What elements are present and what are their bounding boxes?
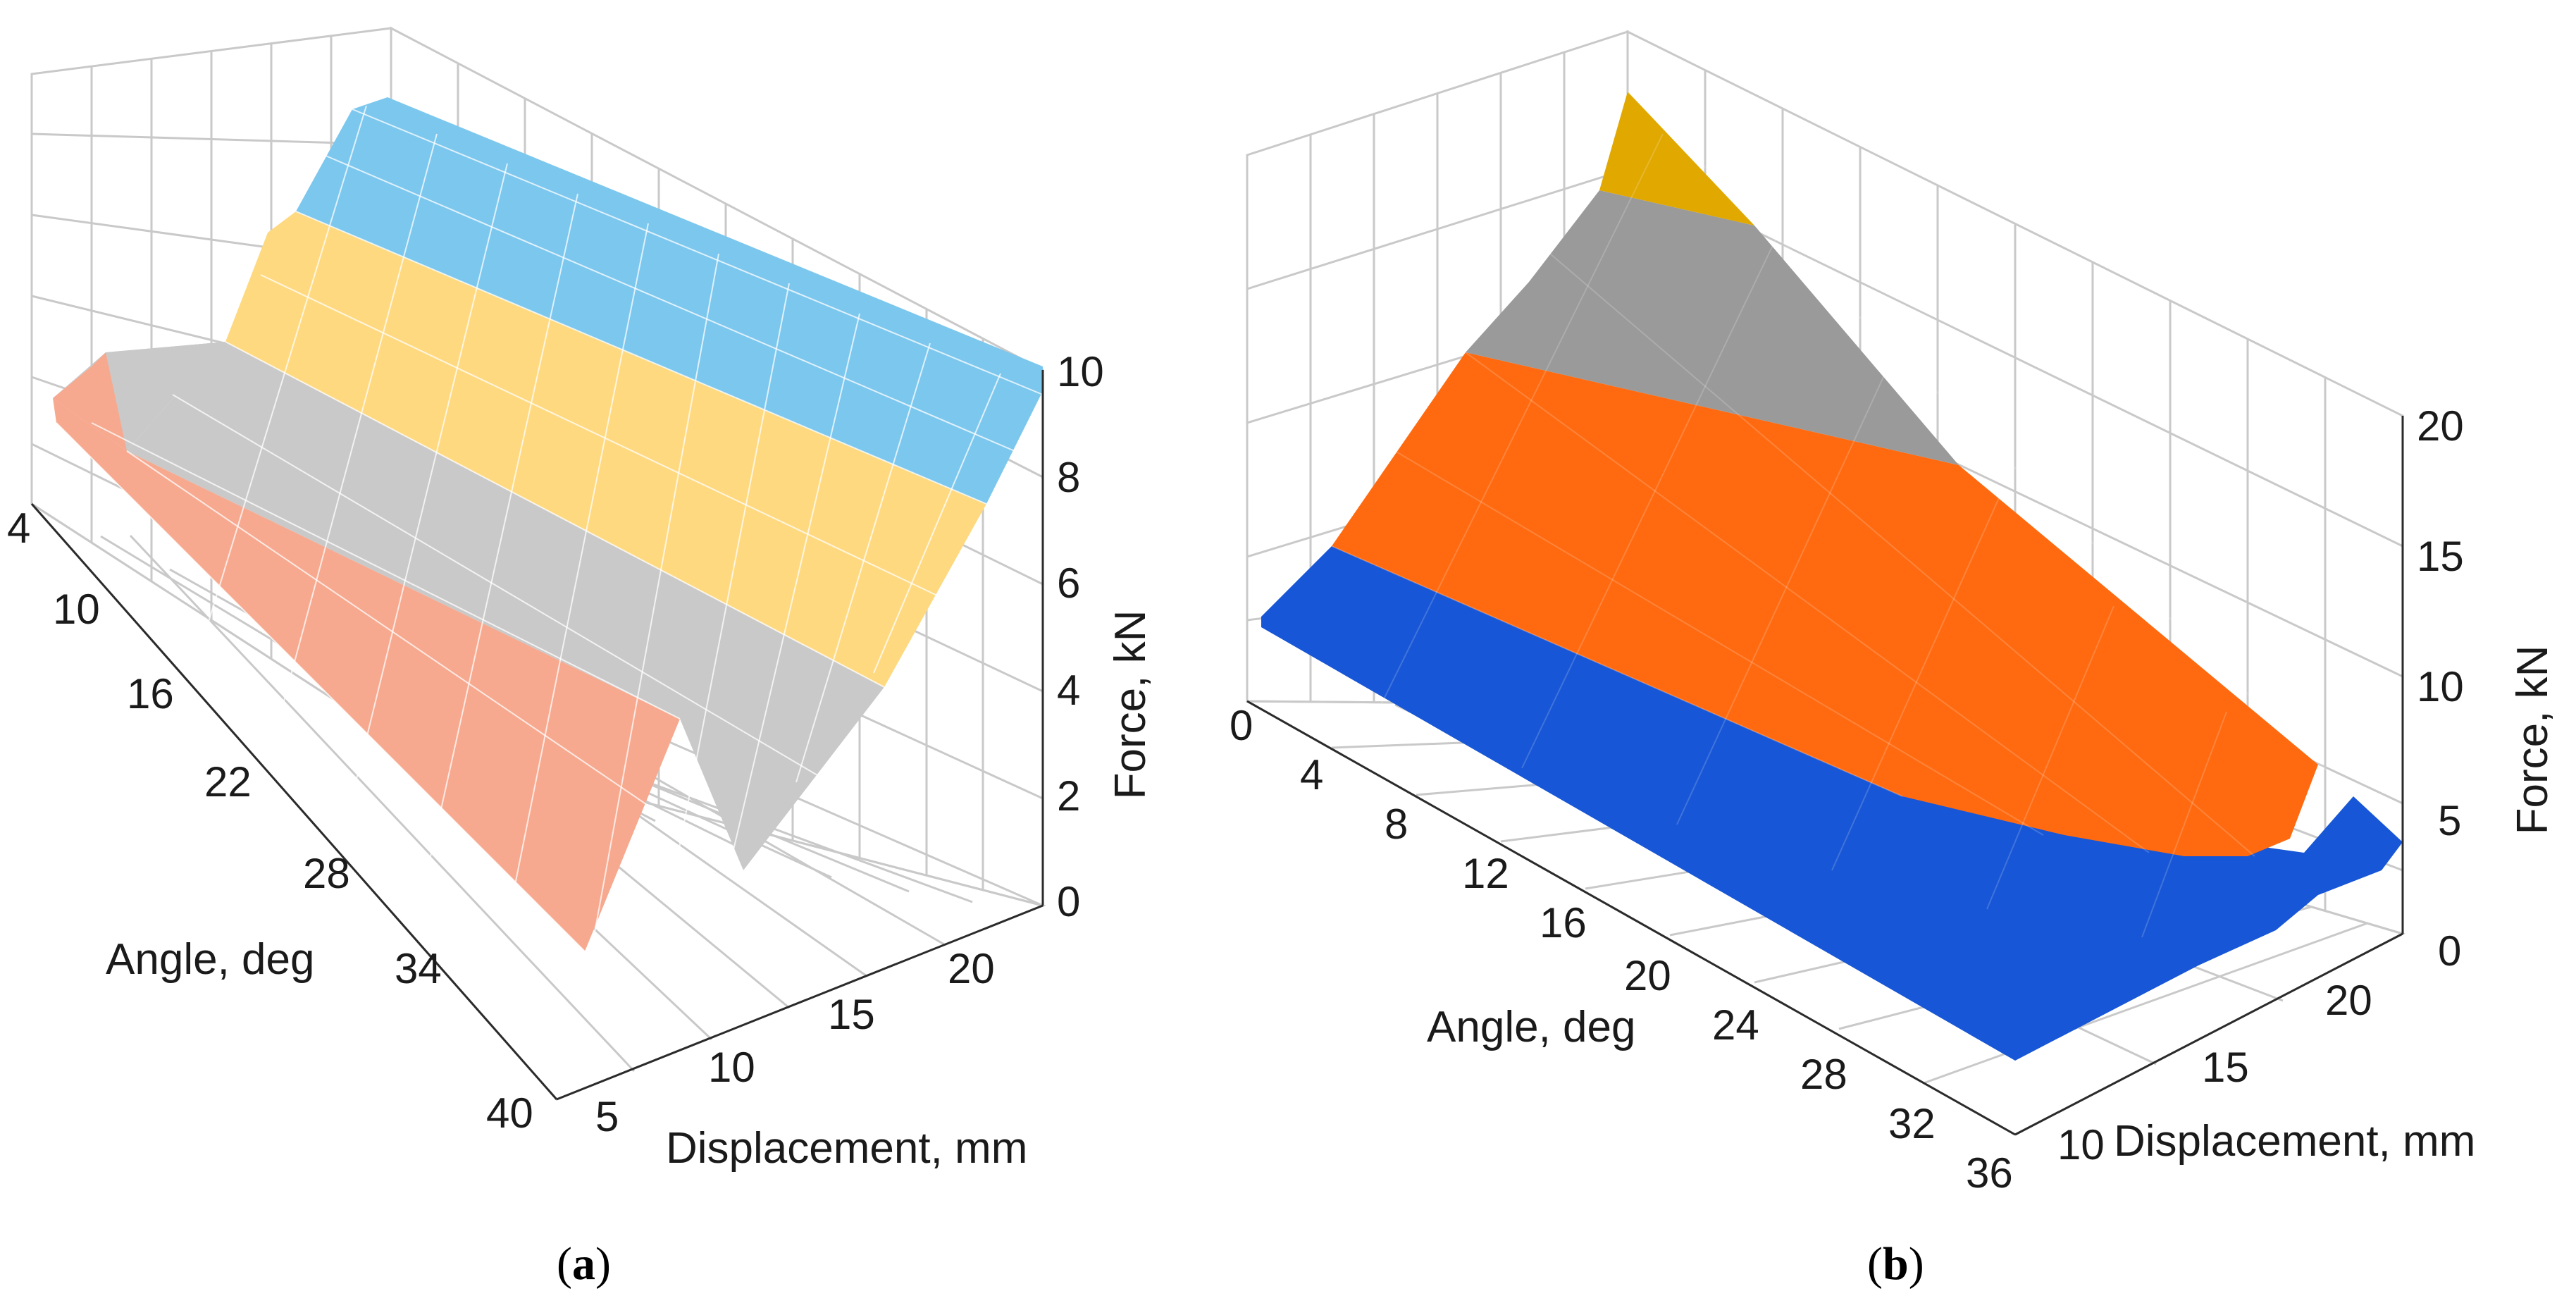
panel-a-z-tick: 4 xyxy=(1057,667,1080,714)
panel-b-z-tick: 20 xyxy=(2417,402,2464,450)
panel-a-x-tick: 16 xyxy=(127,670,174,717)
panel-b-z-tick: 5 xyxy=(2438,797,2461,844)
panel-a-x-tick: 28 xyxy=(303,850,350,897)
panel-b-x-tick: 20 xyxy=(1624,952,1671,999)
panel-a-band-yellow xyxy=(225,211,986,687)
panel-a: 10 8 6 4 2 0 Force, kN 4 10 16 22 28 34 … xyxy=(7,26,1155,1290)
panel-b-z-tick: 0 xyxy=(2438,927,2461,975)
panel-b-z-tick: 10 xyxy=(2417,663,2464,710)
panel-b-x-tick: 0 xyxy=(1230,702,1253,749)
panel-b-x-tick: 12 xyxy=(1462,850,1509,897)
panel-b-x-tick: 16 xyxy=(1540,899,1587,946)
panel-b-band-blue xyxy=(1261,546,2403,1061)
panel-b-z-tick: 15 xyxy=(2417,533,2464,580)
panel-b-band-orange xyxy=(1332,352,2318,856)
panel-a-x-tick: 4 xyxy=(7,505,30,552)
panel-b: 20 15 10 5 0 Force, kN 0 4 8 12 16 20 24… xyxy=(1230,30,2557,1290)
panel-a-z-tick: 2 xyxy=(1057,772,1080,820)
panel-a-z-tick: 6 xyxy=(1057,560,1080,607)
panel-b-mesh xyxy=(1331,91,2354,938)
panel-b-x-tick: 32 xyxy=(1888,1100,1936,1147)
panel-b-y-tick: 10 xyxy=(2057,1121,2105,1168)
panel-b-band-gray xyxy=(1466,190,1959,465)
panel-a-x-tick: 10 xyxy=(53,586,100,633)
panel-b-band-gold xyxy=(1599,92,1754,226)
panel-b-x-tick: 28 xyxy=(1800,1051,1847,1098)
panel-a-x-tick: 40 xyxy=(486,1089,533,1137)
panel-a-caption: (a) xyxy=(557,1238,611,1290)
panel-b-x-tick: 24 xyxy=(1712,1001,1759,1049)
panel-a-z-tick: 8 xyxy=(1057,454,1080,501)
panel-a-y-tick: 10 xyxy=(708,1044,755,1091)
panel-b-x-label: Angle, deg xyxy=(1427,1003,1635,1051)
panel-b-z-label: Force, kN xyxy=(2508,646,2557,835)
panel-a-y-tick: 15 xyxy=(828,991,875,1038)
panel-b-caption: (b) xyxy=(1867,1238,1924,1290)
panel-a-angle-axis-line xyxy=(30,503,558,1100)
panel-b-y-label: Displacement, mm xyxy=(2114,1117,2475,1166)
panel-b-angle-axis-line xyxy=(1246,700,2016,1136)
panel-b-surface xyxy=(1261,91,2403,1061)
panel-a-y-label: Displacement, mm xyxy=(666,1124,1027,1173)
panel-a-x-tick: 34 xyxy=(395,945,442,992)
panel-a-y-tick: 20 xyxy=(948,945,995,992)
panel-a-band-salmon xyxy=(53,398,680,951)
panel-a-surface xyxy=(53,97,1044,952)
panel-a-z-label: Force, kN xyxy=(1106,610,1155,800)
panel-a-y-tick: 5 xyxy=(595,1093,619,1140)
panel-b-y-tick: 20 xyxy=(2325,977,2372,1024)
panel-b-x-tick: 8 xyxy=(1385,801,1408,848)
panel-a-mesh xyxy=(56,105,1044,952)
panel-a-x-label: Angle, deg xyxy=(106,935,314,984)
panel-a-z-tick: 0 xyxy=(1057,878,1080,925)
panel-a-band-salmon-top xyxy=(53,352,127,451)
panel-a-band-blue xyxy=(296,97,1043,504)
panel-b-y-tick: 15 xyxy=(2202,1044,2249,1091)
panel-b-x-tick: 4 xyxy=(1300,751,1323,798)
panel-b-disp-axis-line xyxy=(2014,932,2403,1136)
panel-a-x-tick: 22 xyxy=(204,758,252,805)
panel-a-band-gray xyxy=(106,342,884,870)
panel-a-disp-axis-line xyxy=(556,904,1044,1101)
panel-a-z-tick: 10 xyxy=(1057,348,1104,395)
panel-b-x-tick: 36 xyxy=(1966,1149,2013,1197)
